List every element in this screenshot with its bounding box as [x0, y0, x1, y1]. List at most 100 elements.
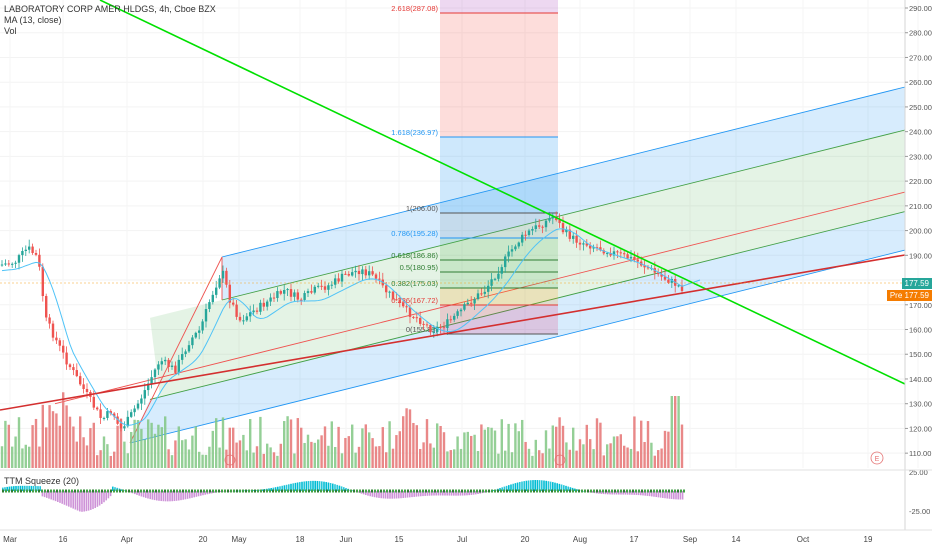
volume-bar	[620, 434, 622, 468]
volume-bar	[572, 428, 574, 468]
time-tick-label: Apr	[121, 535, 134, 544]
candle-body	[140, 398, 142, 403]
ttm-histogram-bar	[545, 481, 547, 491]
ttm-squeeze-dot	[566, 490, 568, 493]
candle-body	[677, 285, 679, 286]
ttm-squeeze-dot	[203, 490, 205, 493]
volume-bar	[140, 429, 142, 468]
candle-body	[307, 291, 309, 293]
volume-indicator-label[interactable]: Vol	[4, 26, 216, 37]
volume-bar	[463, 432, 465, 468]
volume-bar	[212, 431, 214, 468]
price-tick-label: 190.00	[909, 251, 932, 260]
volume-bar	[613, 436, 615, 468]
ttm-squeeze-dot	[257, 490, 259, 493]
volume-bar	[650, 443, 652, 468]
candle-body	[82, 384, 84, 389]
candle-body	[399, 300, 401, 303]
candle-body	[412, 317, 414, 318]
ttm-squeeze-dot	[644, 490, 646, 493]
ttm-squeeze-dot	[251, 490, 253, 493]
volume-bar	[640, 421, 642, 468]
ttm-squeeze-dot	[479, 490, 481, 493]
volume-bar	[31, 425, 33, 468]
volume-bar	[215, 418, 217, 468]
candle-body	[317, 286, 319, 287]
candle-body	[1, 265, 3, 266]
ttm-squeeze-dot	[134, 490, 136, 493]
ttm-squeeze-dot	[533, 490, 535, 493]
volume-bar	[273, 452, 275, 468]
volume-bar	[487, 427, 489, 468]
ma-indicator-label[interactable]: MA (13, close)	[4, 15, 216, 26]
ttm-histogram-bar	[174, 491, 176, 501]
volume-bar	[154, 434, 156, 468]
ttm-squeeze-dot	[311, 490, 313, 493]
ttm-squeeze-dot	[110, 490, 112, 493]
candle-body	[334, 278, 336, 284]
ttm-squeeze-dot	[410, 490, 412, 493]
candle-body	[99, 409, 101, 418]
ttm-squeeze-dot	[173, 490, 175, 493]
volume-bar	[178, 426, 180, 468]
candle-body	[422, 324, 424, 325]
candle-body	[626, 254, 628, 258]
ttm-squeeze-dot	[149, 490, 151, 493]
volume-bar	[290, 419, 292, 468]
fib-level-label: 0.382(175.03)	[391, 279, 438, 288]
candle-body	[21, 251, 23, 255]
ttm-squeeze-dot	[26, 490, 28, 493]
candle-body	[579, 243, 581, 245]
candle-body	[266, 302, 268, 307]
ttm-squeeze-dot	[389, 490, 391, 493]
ttm-squeeze-dot	[542, 490, 544, 493]
ttm-squeeze-dot	[47, 490, 49, 493]
ttm-histogram-bar	[165, 491, 167, 501]
ttm-squeeze-dot	[137, 490, 139, 493]
ttm-squeeze-dot	[278, 490, 280, 493]
volume-bar	[514, 423, 516, 468]
candle-body	[620, 252, 622, 253]
volume-bar	[348, 436, 350, 468]
volume-bar	[69, 417, 71, 468]
candle-body	[123, 426, 125, 428]
ttm-squeeze-dot	[140, 490, 142, 493]
ttm-squeeze-dot	[452, 490, 454, 493]
ttm-squeeze-dot	[422, 490, 424, 493]
symbol-title[interactable]: LABORATORY CORP AMER HLDGS, 4h, Cboe BZX	[4, 4, 216, 15]
ttm-histogram-bar	[530, 480, 532, 491]
ttm-histogram-bar	[90, 491, 92, 510]
ttm-squeeze-dot	[95, 490, 97, 493]
fib-zone-red	[440, 13, 558, 137]
ttm-squeeze-dot	[83, 490, 85, 493]
volume-bar	[354, 453, 356, 468]
volume-bar	[603, 455, 605, 468]
ttm-squeeze-dot	[227, 490, 229, 493]
candle-body	[487, 286, 489, 292]
price-tick-label: 250.00	[909, 103, 932, 112]
volume-bar	[195, 426, 197, 468]
ttm-squeeze-label[interactable]: TTM Squeeze (20)	[4, 476, 79, 486]
ttm-squeeze-dot	[617, 490, 619, 493]
ttm-histogram-bar	[75, 491, 77, 510]
ttm-squeeze-dot	[662, 490, 664, 493]
ttm-squeeze-dot	[179, 490, 181, 493]
ttm-squeeze-dot	[50, 490, 52, 493]
candle-body	[361, 269, 363, 274]
candle-body	[320, 286, 322, 287]
candle-body	[545, 221, 547, 228]
ttm-squeeze-dot	[572, 490, 574, 493]
fib-zone-top	[440, 0, 558, 13]
ttm-squeeze-dot	[515, 490, 517, 493]
ttm-squeeze-dot	[53, 490, 55, 493]
volume-bar	[249, 419, 251, 468]
volume-bar	[521, 420, 523, 468]
ttm-histogram-bar	[70, 491, 72, 508]
ttm-squeeze-dot	[395, 490, 397, 493]
ttm-squeeze-dot	[635, 490, 637, 493]
volume-bar	[276, 456, 278, 468]
time-tick-label: 17	[630, 535, 639, 544]
candle-body	[518, 243, 520, 247]
